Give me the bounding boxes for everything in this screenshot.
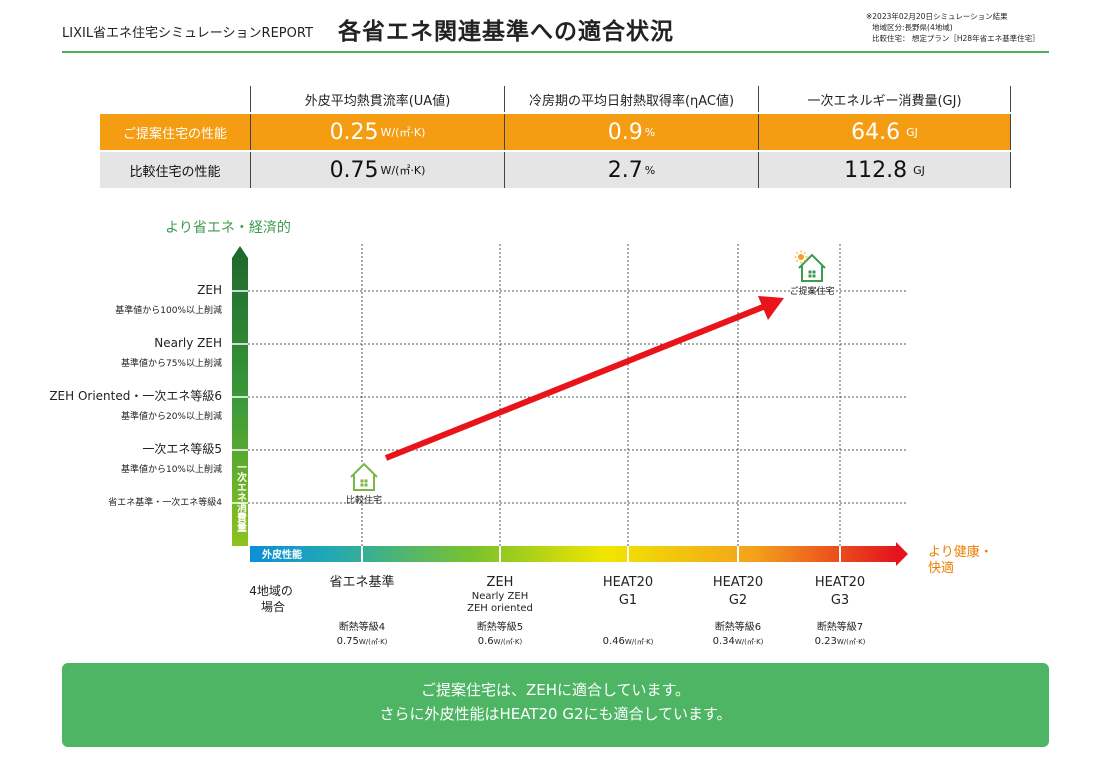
x-level-value: 0.75W/(㎡·K) (337, 636, 388, 647)
x-level-grade: 断熱等級7 (817, 620, 863, 633)
x-level-grade: 断熱等級6 (715, 620, 761, 633)
x-level-sublabel: Nearly ZEH (472, 591, 528, 602)
x-axis-bar (250, 546, 896, 562)
compare-ua: 0.75 W/(㎡·K) (250, 152, 504, 188)
x-axis-arrowhead (896, 542, 908, 566)
x-level-value: 0.34W/(㎡·K) (713, 636, 764, 647)
y-axis-title: より省エネ・経済的 (165, 220, 291, 236)
house-wall (801, 266, 823, 282)
improvement-arrowhead (758, 296, 784, 320)
y-axis-arrowhead (232, 246, 248, 258)
house-window (364, 479, 368, 483)
banner-line-1: ご提案住宅は、ZEHに適合しています。 (420, 681, 691, 699)
y-level-label: Nearly ZEH (154, 336, 222, 350)
y-axis-bar-label: 一次エネ消費量 (235, 462, 247, 532)
x-level-label: HEAT20 (815, 575, 865, 590)
x-level-label: 省エネ基準 (329, 574, 394, 590)
house-window (808, 274, 812, 278)
house-wall (353, 475, 375, 491)
proposed-ua: 0.25 W/(㎡·K) (250, 114, 504, 150)
proposed-energy: 64.6 GJ (758, 114, 1011, 150)
y-level-sublabel: 基準値から20%以上削減 (121, 410, 222, 422)
sun-ray (803, 252, 806, 255)
table-row-proposed: ご提案住宅の性能 0.25 W/(㎡·K) 0.9% 64.6 GJ (100, 114, 1011, 150)
conclusion-banner: ご提案住宅は、ZEHに適合しています。 さらに外皮性能はHEAT20 G2にも適… (62, 663, 1049, 747)
sun-ray (803, 259, 806, 262)
x-level-label: HEAT20 (603, 575, 653, 590)
point-label: ご提案住宅 (789, 285, 834, 297)
x-level-grade: 断熱等級4 (339, 620, 385, 633)
x-level-label: ZEH (487, 575, 514, 590)
sun-icon (798, 254, 804, 260)
house-roof (798, 253, 826, 269)
row-label: ご提案住宅の性能 (122, 126, 227, 142)
house-window (808, 270, 812, 274)
row-label: 比較住宅の性能 (129, 164, 221, 180)
y-level-sublabel: 基準値から100%以上削減 (115, 304, 222, 316)
page-title: 各省エネ関連基準への適合状況 (338, 19, 674, 45)
y-axis-bar (232, 258, 248, 546)
house-window (360, 479, 364, 483)
x-level-value: 0.6W/(㎡·K) (478, 636, 523, 647)
house-window (360, 483, 364, 487)
house-roof (350, 462, 378, 478)
y-level-label: 省エネ基準・一次エネ等級4 (108, 496, 222, 508)
point-label: 比較住宅 (346, 494, 382, 506)
x-level-value: 0.46W/(㎡·K) (603, 636, 654, 647)
x-level-sublabel: G1 (619, 593, 637, 608)
house-icon (348, 462, 380, 496)
meta-region: 地域区分:長野県(4地域) (872, 23, 953, 32)
x-level-value: 0.23W/(㎡·K) (815, 636, 866, 647)
meta-date: ※2023年02月20日シミュレーション結果 (866, 12, 1008, 21)
y-level-label: 一次エネ等級5 (142, 442, 222, 456)
x-level-sublabel: G2 (729, 593, 747, 608)
x-level-label: HEAT20 (713, 575, 763, 590)
header-etaac: 冷房期の平均日射熱取得率(ηAC値) (504, 86, 758, 112)
house-window (812, 270, 816, 274)
region-label: 4地域の 場合 (249, 584, 296, 614)
x-level-sublabel: G3 (831, 593, 849, 608)
header-divider (62, 51, 1049, 53)
sun-ray (796, 259, 799, 262)
house-icon (794, 250, 828, 287)
x-axis-bar-label: 外皮性能 (261, 548, 302, 561)
improvement-arrow (384, 302, 770, 461)
y-level-sublabel: 基準値から10%以上削減 (121, 463, 222, 475)
table-row-compare: 比較住宅の性能 0.75 W/(㎡·K) 2.7% 112.8 GJ (100, 152, 1011, 188)
header-energy: 一次エネルギー消費量(GJ) (758, 86, 1011, 112)
y-level-label: ZEH Oriented・一次エネ等級6 (49, 389, 222, 403)
x-level-grade: 断熱等級5 (477, 620, 523, 633)
proposed-etaac: 0.9% (504, 114, 758, 150)
y-level-sublabel: 基準値から75%以上削減 (121, 357, 222, 369)
x-axis-title: より健康・ 快適 (928, 544, 997, 576)
table-header-row: 外皮平均熱貫流率(UA値) 冷房期の平均日射熱取得率(ηAC値) 一次エネルギー… (100, 86, 1011, 112)
house-window (364, 483, 368, 487)
banner-line-2: さらに外皮性能はHEAT20 G2にも適合しています。 (379, 705, 732, 723)
y-level-label: ZEH (197, 283, 222, 297)
compare-etaac: 2.7% (504, 152, 758, 188)
header-ua: 外皮平均熱貫流率(UA値) (250, 86, 504, 112)
report-brand: LIXIL省エネ住宅シミュレーションREPORT (62, 26, 313, 41)
sun-ray (796, 252, 799, 255)
compare-energy: 112.8 GJ (758, 152, 1011, 188)
compliance-chart: より省エネ・経済的 一次エネ消費量 外皮性能 より健康・ 快適 4地域の 場合 … (49, 220, 997, 647)
house-window (812, 274, 816, 278)
meta-compare: 比較住宅： 想定プラン［H28年省エネ基準住宅］ (872, 34, 1040, 43)
x-level-sublabel: ZEH oriented (467, 603, 533, 614)
